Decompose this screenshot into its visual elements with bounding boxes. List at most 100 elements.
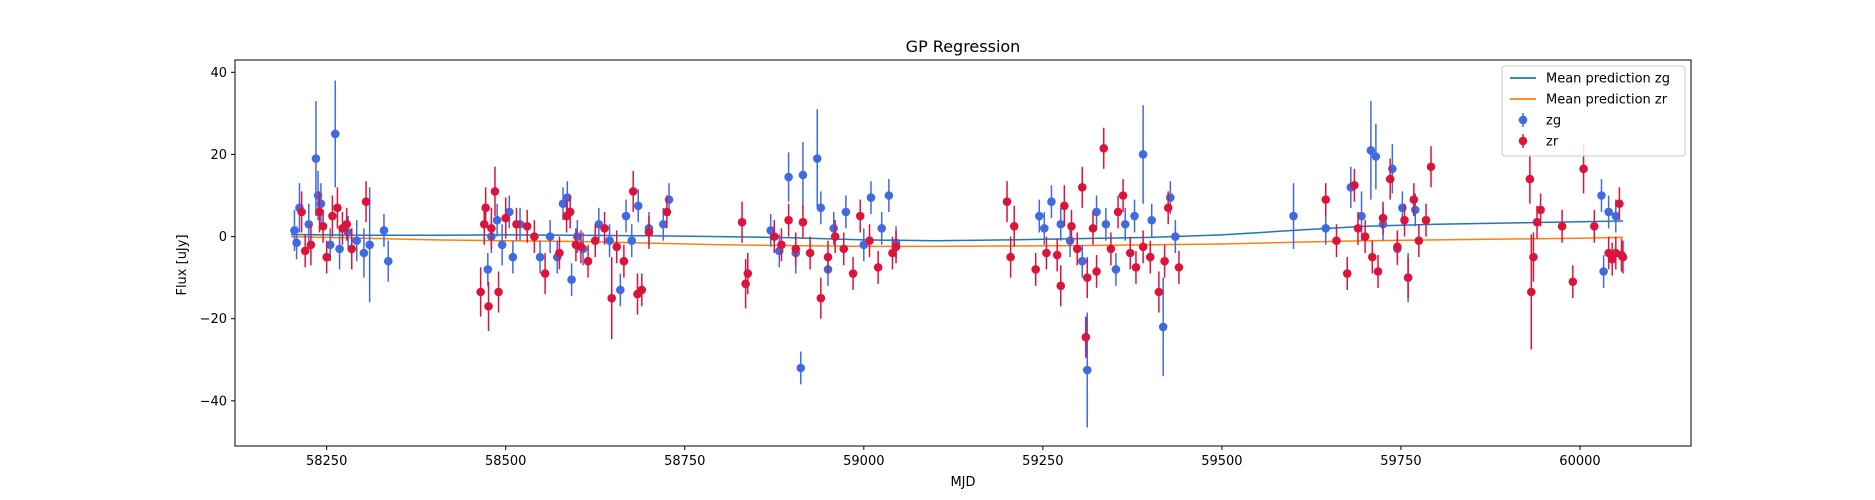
- data-point: [1410, 205, 1420, 215]
- data-point: [1393, 242, 1402, 252]
- data-point: [1056, 281, 1066, 291]
- data-point: [600, 224, 609, 233]
- legend-label: zr: [1546, 135, 1559, 150]
- data-point: [512, 219, 521, 229]
- chart-title: GP Regression: [906, 37, 1021, 56]
- data-point: [1118, 191, 1128, 200]
- data-point: [1147, 215, 1157, 225]
- data-point: [292, 238, 301, 248]
- data-point: [605, 236, 614, 245]
- data-point: [383, 256, 393, 266]
- data-point: [848, 269, 858, 278]
- data-point: [1590, 222, 1599, 231]
- data-point: [633, 201, 643, 211]
- mean-prediction-line-zg: [290, 220, 1624, 242]
- data-point: [1060, 201, 1069, 211]
- data-point: [743, 269, 753, 278]
- data-point: [1158, 322, 1168, 332]
- data-point: [1398, 203, 1407, 213]
- data-point: [1047, 197, 1056, 206]
- data-point: [1597, 191, 1606, 200]
- data-point: [481, 203, 490, 213]
- data-point: [1400, 215, 1409, 225]
- data-point: [1138, 242, 1148, 252]
- data-point: [300, 246, 310, 256]
- data-point: [884, 191, 894, 200]
- data-point: [1120, 219, 1130, 229]
- data-point: [352, 236, 362, 245]
- data-point: [1618, 252, 1628, 262]
- data-point: [322, 252, 331, 262]
- y-tick-label: 20: [210, 148, 227, 163]
- data-point: [1092, 267, 1101, 276]
- data-point: [315, 207, 324, 217]
- mean-prediction-line-zr: [290, 235, 1624, 248]
- data-point: [1052, 250, 1062, 260]
- data-point: [769, 232, 779, 241]
- data-point: [311, 154, 321, 163]
- data-point: [316, 199, 326, 209]
- data-point: [1409, 195, 1419, 204]
- data-point: [583, 256, 593, 266]
- data-point: [1163, 203, 1173, 213]
- data-point: [1378, 213, 1388, 223]
- data-point: [1171, 232, 1180, 241]
- data-point: [812, 154, 822, 163]
- data-point: [805, 248, 815, 258]
- y-axis: −40 −20 0 20 40: [200, 66, 235, 409]
- data-point: [1388, 164, 1397, 174]
- y-tick-label: 0: [219, 230, 227, 245]
- data-point: [1077, 182, 1087, 192]
- legend-swatch-marker: [1518, 136, 1528, 146]
- data-point: [325, 240, 335, 250]
- data-point: [873, 263, 883, 272]
- data-point: [565, 207, 575, 217]
- data-point: [1403, 273, 1413, 282]
- data-point: [297, 207, 306, 217]
- data-point: [619, 256, 629, 266]
- data-point: [1385, 174, 1395, 184]
- x-axis-label: MJD: [950, 475, 975, 490]
- data-point: [1414, 236, 1424, 245]
- data-point: [1568, 277, 1578, 287]
- data-point: [741, 279, 750, 289]
- legend-label: zg: [1546, 114, 1561, 129]
- data-point: [508, 252, 518, 262]
- data-point: [1082, 365, 1092, 375]
- legend: Mean prediction zg Mean prediction zr zg zr: [1501, 65, 1686, 157]
- data-point: [1321, 195, 1331, 204]
- data-point: [1532, 217, 1542, 227]
- data-point: [361, 197, 371, 206]
- data-point: [576, 242, 586, 252]
- data-point: [484, 302, 493, 311]
- data-point: [522, 222, 532, 231]
- legend-label: Mean prediction zg: [1546, 72, 1670, 87]
- data-point: [621, 211, 631, 221]
- data-point: [798, 217, 808, 227]
- data-point: [1006, 252, 1015, 262]
- data-point: [1072, 244, 1082, 254]
- legend-label: Mean prediction zr: [1546, 93, 1668, 108]
- plot-background: [235, 60, 1691, 446]
- y-tick-label: −20: [200, 312, 227, 327]
- data-point: [494, 287, 503, 297]
- data-point: [487, 224, 496, 233]
- data-point: [612, 242, 622, 252]
- legend-swatch-marker: [1518, 115, 1528, 125]
- data-point: [1154, 287, 1164, 297]
- data-point: [501, 213, 511, 223]
- data-point: [1529, 252, 1538, 262]
- data-point: [1067, 222, 1076, 231]
- data-point: [304, 219, 314, 229]
- plot-frame: [234, 59, 1692, 447]
- data-point: [567, 275, 576, 284]
- data-point: [1065, 236, 1075, 245]
- data-point: [658, 219, 668, 229]
- data-point: [662, 207, 672, 217]
- data-point: [839, 244, 849, 254]
- x-tick-label: 59750: [1380, 454, 1421, 469]
- data-point: [1101, 219, 1111, 229]
- data-point: [1426, 162, 1436, 172]
- data-point: [865, 236, 874, 245]
